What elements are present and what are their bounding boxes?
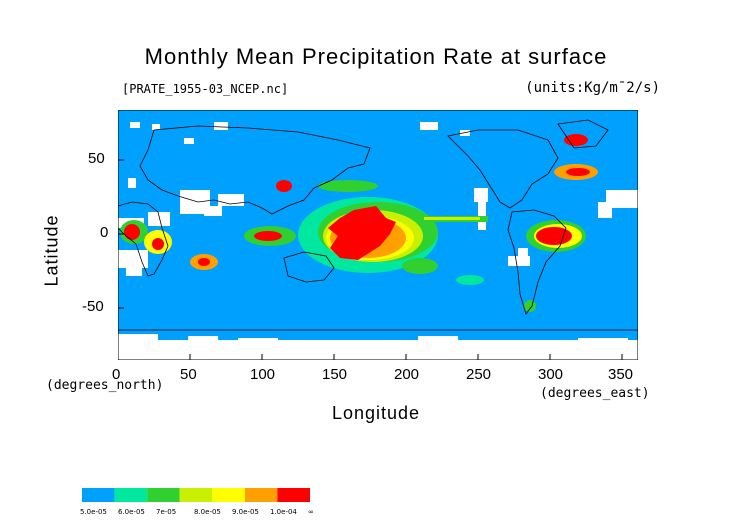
coastlines (118, 119, 638, 331)
no-data-patches (118, 122, 638, 360)
colorbar-swatch-3 (179, 488, 213, 502)
colorbar-label-4: 9.0e-05 (232, 508, 259, 516)
colorbar-swatch-6 (277, 488, 310, 502)
colorbar-swatch-1 (114, 488, 148, 502)
colorbar-label-1: 6.0e-05 (118, 508, 145, 516)
x-tick-350: 350 (608, 366, 634, 383)
y-units-label: (degrees_north) (46, 378, 164, 393)
x-tick-0: 0 (112, 366, 121, 383)
x-tick-150: 150 (322, 366, 348, 383)
x-tick-100: 100 (250, 366, 276, 383)
colorbar-label-2: 7e-05 (156, 508, 177, 516)
colorbar (82, 488, 310, 502)
x-tick-200: 200 (394, 366, 420, 383)
colorbar-label-0: 5.0e-05 (80, 508, 107, 516)
precipitation-field (120, 134, 598, 312)
colorbar-label-5: 1.0e-04 (270, 508, 297, 516)
x-axis-label: Longitude (331, 403, 421, 423)
precipitation-map (118, 110, 638, 360)
y-tick-50: 50 (88, 150, 105, 167)
units-label: (units:Kg/m¯2/s) (525, 80, 660, 96)
x-tick-250: 250 (466, 366, 492, 383)
x-units-label: (degrees_east) (540, 386, 650, 401)
file-label: [PRATE_1955-03_NCEP.nc] (122, 82, 289, 96)
axis-ticks (118, 159, 623, 360)
colorbar-swatch-5 (244, 488, 278, 502)
y-axis-label: Latitude (41, 214, 62, 287)
y-tick-0: 0 (100, 224, 109, 241)
y-tick-minus50: -50 (82, 298, 104, 315)
x-tick-50: 50 (180, 366, 197, 383)
colorbar-swatch-4 (212, 488, 245, 502)
map-title: Monthly Mean Precipitation Rate at surfa… (144, 44, 608, 69)
colorbar-swatch-2 (147, 488, 180, 502)
colorbar-label-3: 8.0e-05 (194, 508, 221, 516)
x-tick-300: 300 (538, 366, 564, 383)
colorbar-label-6: ∞ (308, 508, 314, 516)
colorbar-swatch-0 (82, 488, 115, 502)
